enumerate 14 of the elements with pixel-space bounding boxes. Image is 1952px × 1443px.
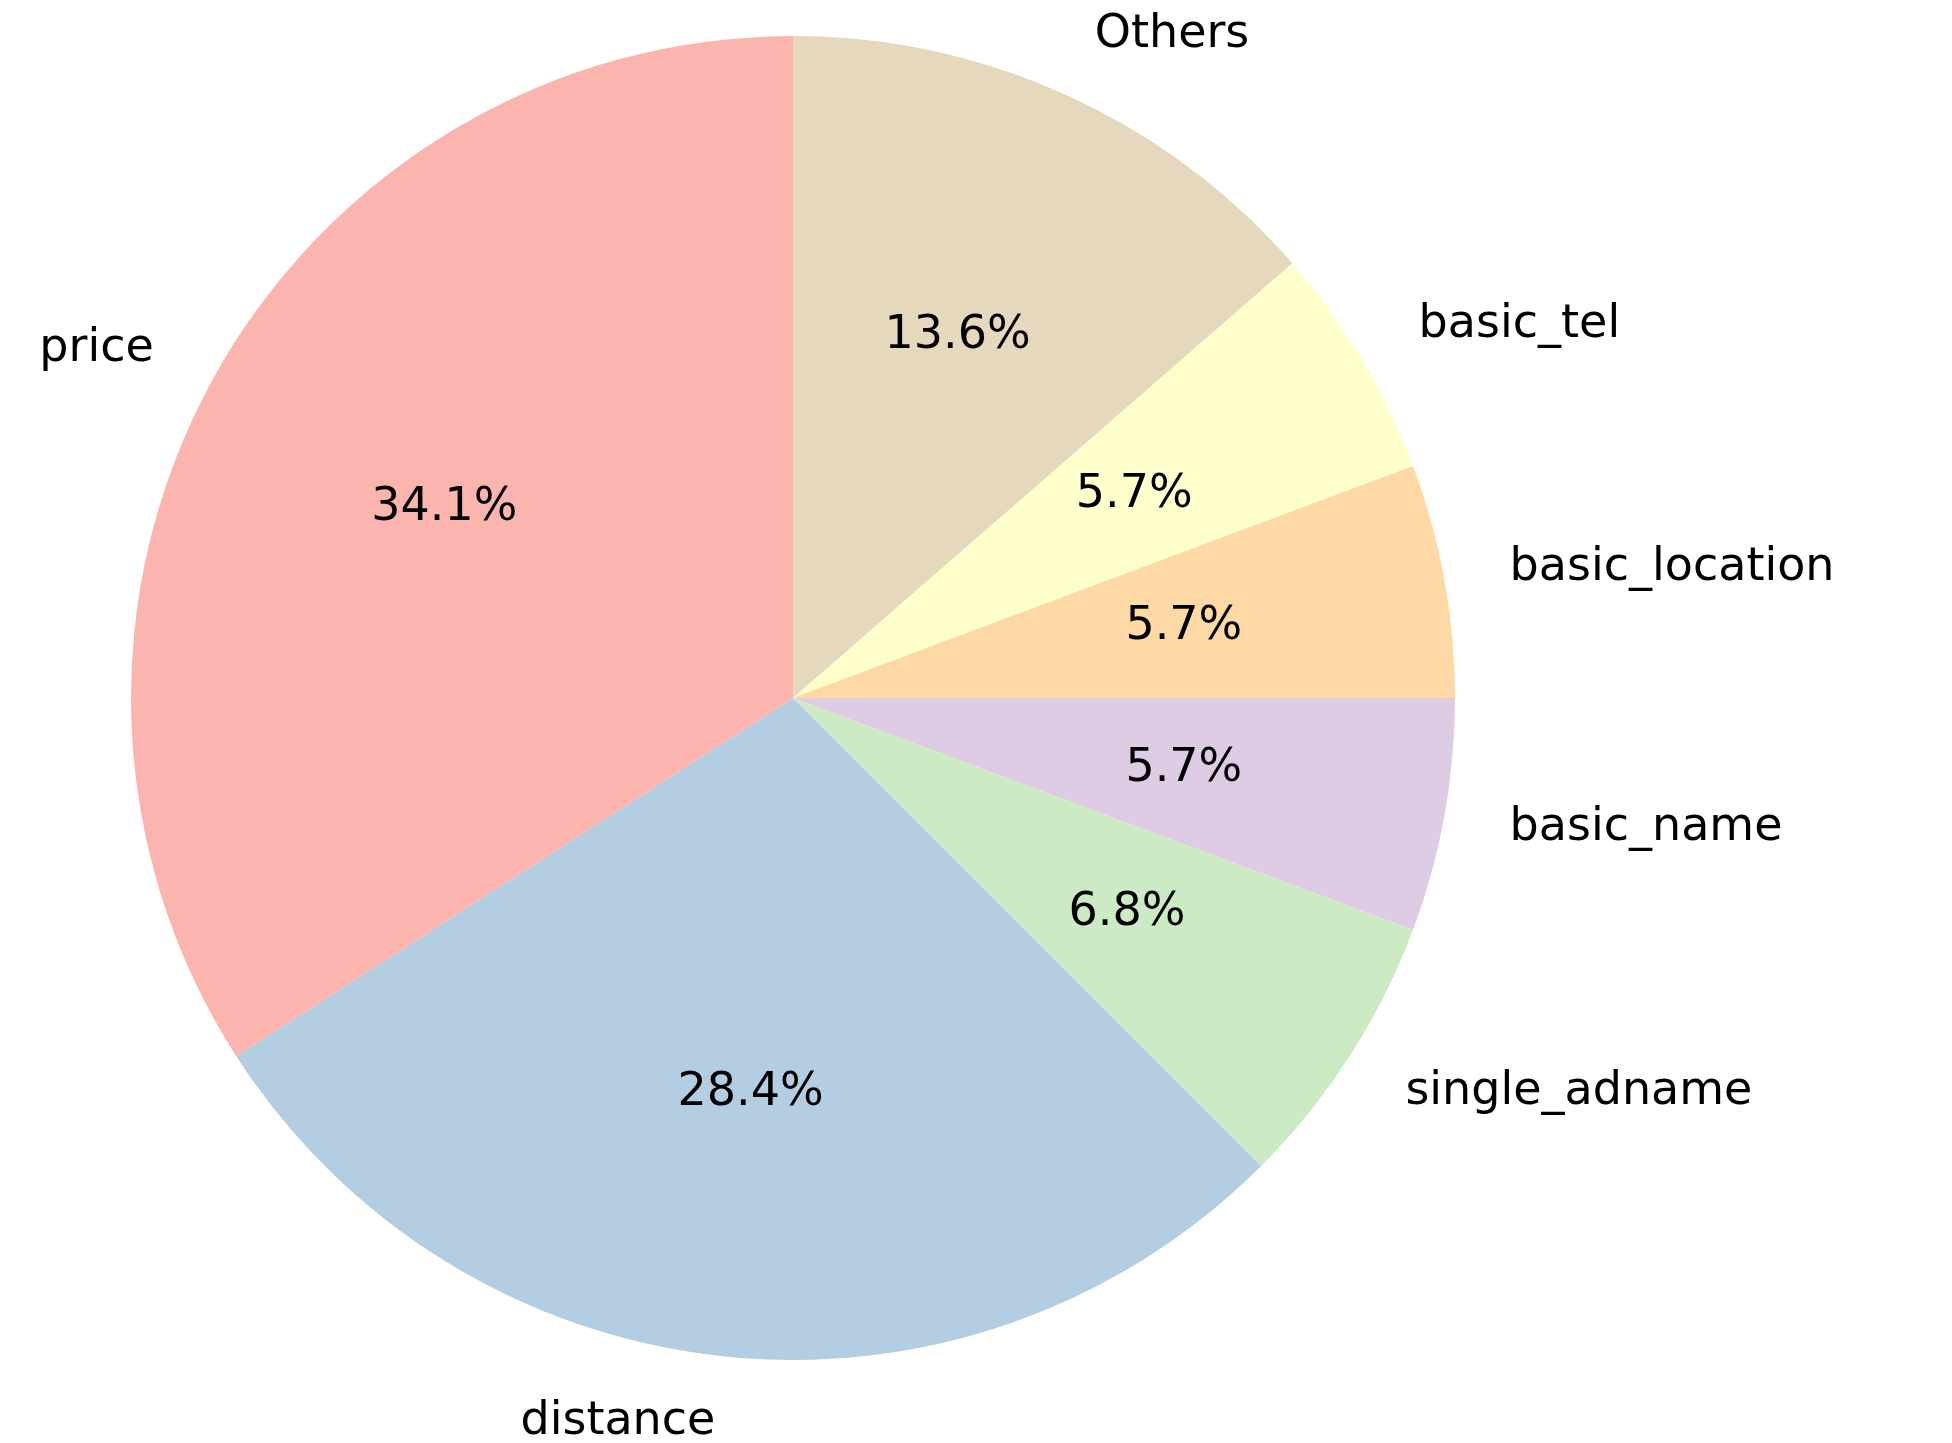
slice-label: basic_location [1509, 537, 1835, 592]
data-label: 28.4% [677, 1061, 824, 1116]
data-label: 5.7% [1075, 463, 1193, 518]
data-label: 13.6% [884, 305, 1031, 360]
slice-label: price [39, 318, 154, 373]
data-label: 5.7% [1125, 737, 1243, 792]
data-label: 5.7% [1125, 596, 1243, 651]
slice-label: basic_name [1509, 796, 1783, 851]
data-label: 6.8% [1068, 881, 1186, 936]
slice-label: single_adname [1405, 1061, 1753, 1115]
slice-label: Others [1094, 4, 1250, 59]
slice-label: basic_tel [1418, 294, 1621, 349]
data-label: 34.1% [371, 476, 518, 531]
slice-label: distance [520, 1391, 716, 1443]
